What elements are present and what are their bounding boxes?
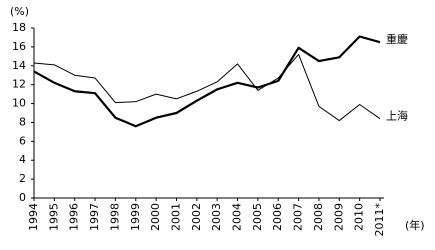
x-tick-label: 2008 bbox=[312, 203, 325, 231]
y-axis-label: (%) bbox=[10, 5, 29, 18]
y-tick-label: 14 bbox=[12, 59, 26, 72]
series-line bbox=[33, 53, 381, 122]
x-tick-label: 1996 bbox=[68, 203, 81, 231]
x-tick-label: 2006 bbox=[271, 203, 284, 231]
x-tick-label: 2004 bbox=[231, 203, 244, 231]
y-tick-label: 2 bbox=[19, 172, 26, 185]
x-tick-label: 1995 bbox=[47, 203, 60, 231]
x-tick-label: 1994 bbox=[27, 203, 40, 231]
x-axis-label: (年) bbox=[405, 218, 425, 232]
y-tick-label: 18 bbox=[12, 21, 26, 34]
series-line bbox=[33, 35, 381, 128]
y-tick-label: 8 bbox=[19, 115, 26, 128]
x-tick-label: 1997 bbox=[88, 203, 101, 231]
x-tick-label: 2003 bbox=[210, 203, 223, 231]
x-tick-label: 1999 bbox=[129, 203, 142, 231]
series-label: 重慶 bbox=[386, 32, 408, 46]
x-tick-label: 1998 bbox=[108, 203, 121, 231]
x-tick-label: 2007 bbox=[292, 203, 305, 231]
y-tick-label: 6 bbox=[19, 134, 26, 147]
x-tick-label: 2005 bbox=[251, 203, 264, 231]
y-tick-label: 0 bbox=[19, 191, 26, 204]
x-tick-label: 2009 bbox=[332, 203, 345, 231]
y-tick-label: 16 bbox=[12, 40, 26, 53]
x-tick-label: 2000 bbox=[149, 203, 162, 231]
y-tick-label: 10 bbox=[12, 97, 26, 110]
x-tick-label: 2001 bbox=[169, 203, 182, 231]
x-tick-label: 2011* bbox=[373, 203, 386, 237]
x-tick-label: 2002 bbox=[190, 203, 203, 231]
series-label: 上海 bbox=[386, 109, 408, 123]
x-tick-label: 2010 bbox=[353, 203, 366, 231]
y-tick-label: 4 bbox=[19, 153, 26, 166]
y-tick-label: 12 bbox=[12, 78, 26, 91]
